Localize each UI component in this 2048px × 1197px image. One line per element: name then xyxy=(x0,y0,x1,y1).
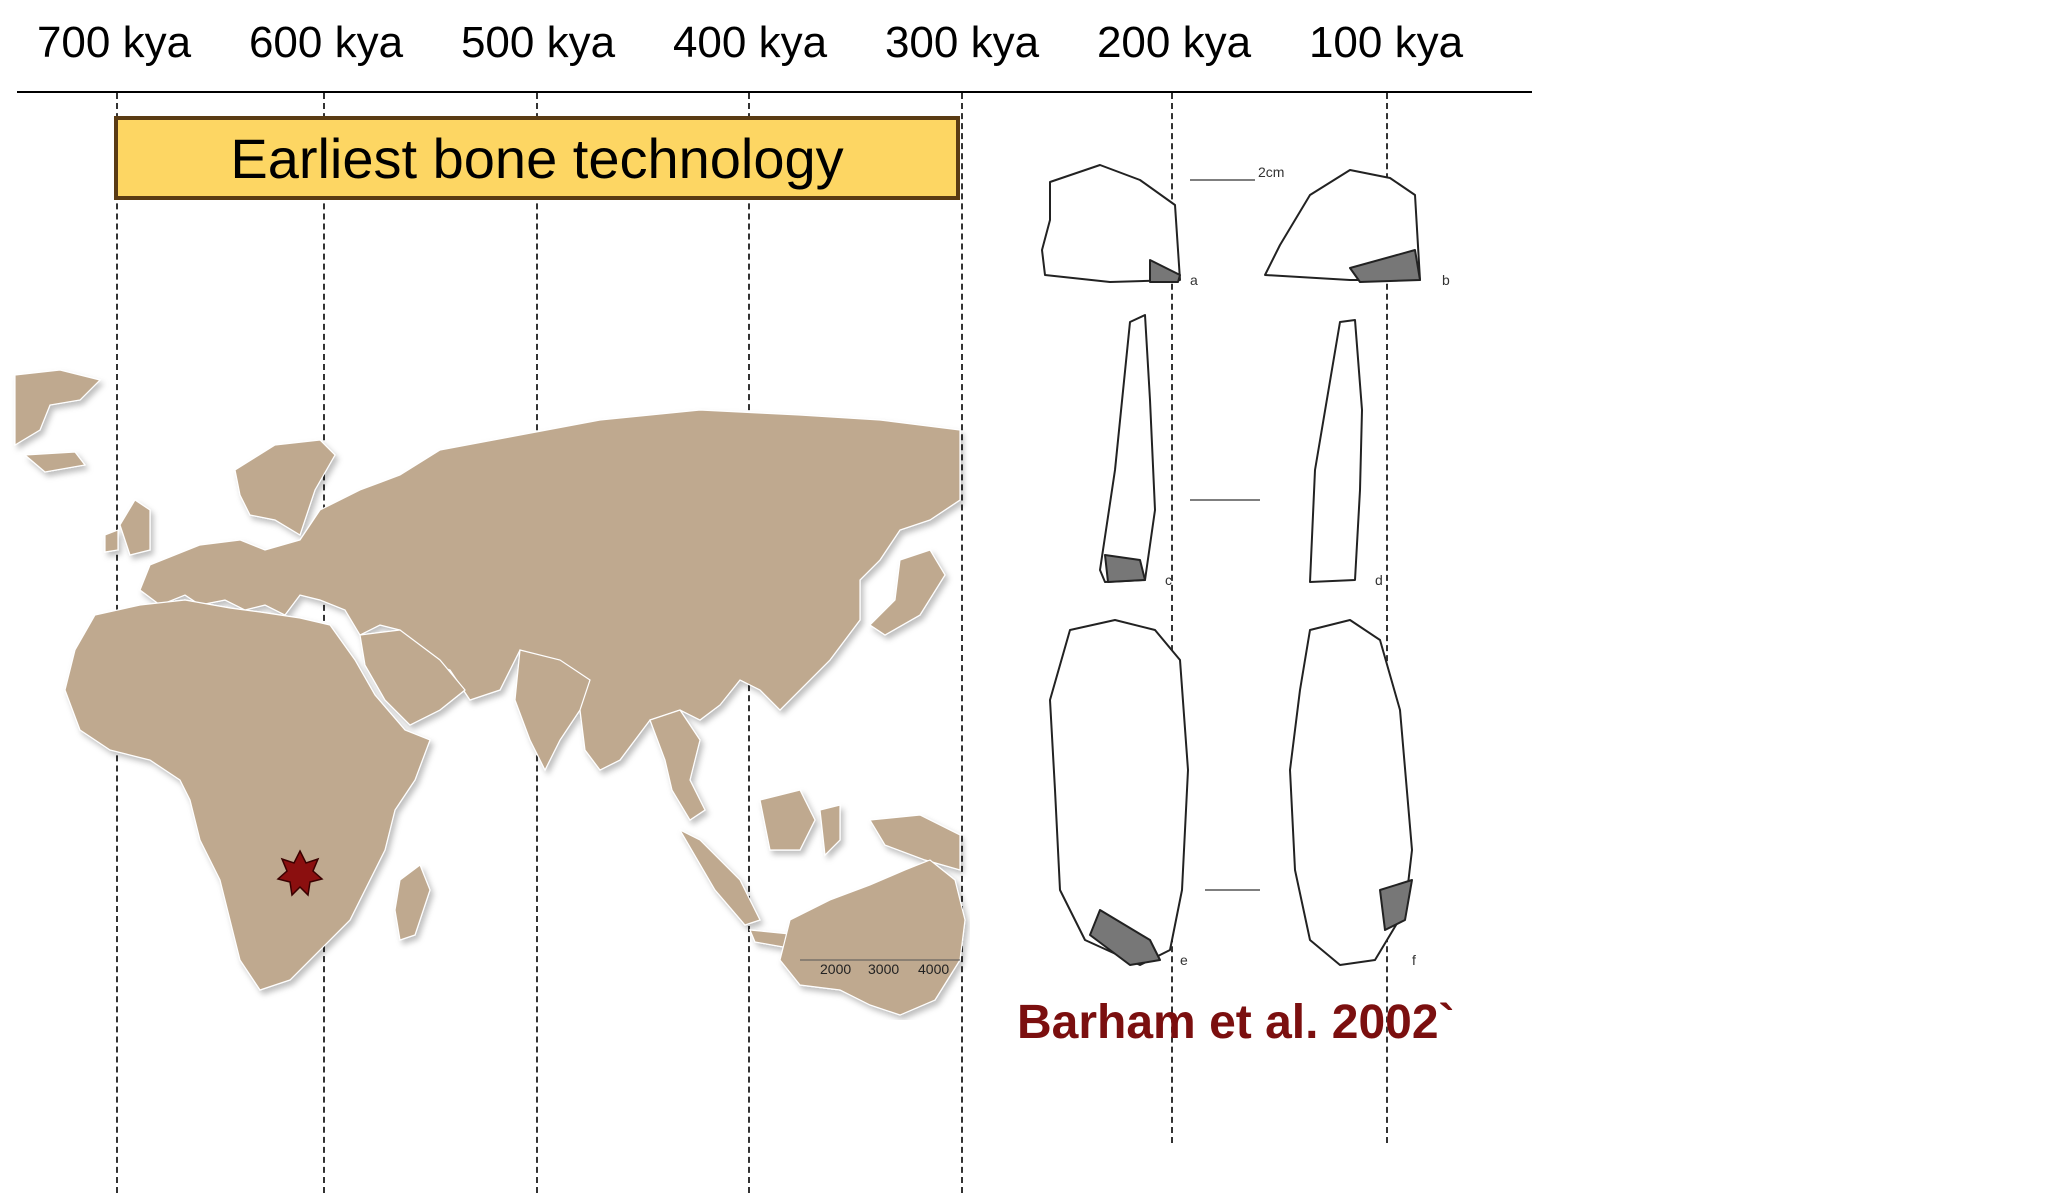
tick-label: 100 kya xyxy=(1308,18,1464,67)
citation: Barham et al. 2002` xyxy=(1017,996,1455,1049)
timeline-axis xyxy=(17,91,1532,93)
scandinavia xyxy=(234,439,336,536)
panel-label-e: e xyxy=(1180,952,1188,968)
artifact-e xyxy=(1049,619,1189,966)
gridline xyxy=(1171,93,1173,1143)
world-map: 2000 3000 4000 xyxy=(14,369,966,1016)
gridline xyxy=(1386,93,1388,1143)
scale-unit-label: 2cm xyxy=(1258,164,1284,180)
title-banner: Earliest bone technology xyxy=(114,116,960,200)
madagascar xyxy=(394,864,431,941)
scale-label: 2000 xyxy=(820,961,851,977)
artifact-f xyxy=(1289,619,1413,966)
australia xyxy=(779,859,966,1016)
artifact-a xyxy=(1041,164,1181,283)
africa xyxy=(64,599,431,991)
borneo xyxy=(759,789,816,851)
tick-label: 700 kya xyxy=(36,18,192,67)
panel-label-c: c xyxy=(1165,572,1172,588)
tick-label: 400 kya xyxy=(672,18,828,67)
bone-tool-drawings: 2cm a b c d e f xyxy=(1041,164,1450,968)
new-guinea xyxy=(868,814,961,871)
scale-label: 4000 xyxy=(918,961,949,977)
greenland xyxy=(14,369,102,447)
tick-label: 500 kya xyxy=(460,18,616,67)
southeast-asia xyxy=(649,709,706,821)
iceland xyxy=(23,451,87,473)
site-marker-star xyxy=(276,849,324,897)
eurasia xyxy=(139,409,961,771)
panel-label-d: d xyxy=(1375,572,1383,588)
sulawesi xyxy=(819,804,841,857)
panel-label-a: a xyxy=(1190,272,1198,288)
panel-label-f: f xyxy=(1412,952,1416,968)
scale-label: 3000 xyxy=(868,961,899,977)
arabia xyxy=(359,629,466,726)
artifact-c xyxy=(1099,314,1156,583)
tick-label: 300 kya xyxy=(884,18,1040,67)
artifact-d xyxy=(1309,319,1363,583)
tick-label: 200 kya xyxy=(1096,18,1252,67)
panel-label-b: b xyxy=(1442,272,1450,288)
sumatra xyxy=(678,828,761,926)
tick-label: 600 kya xyxy=(248,18,404,67)
british-isles xyxy=(119,499,151,556)
japan xyxy=(869,549,946,636)
gridline xyxy=(961,93,963,1193)
india xyxy=(514,649,591,772)
map-scale-bar: 2000 3000 4000 xyxy=(800,959,960,977)
